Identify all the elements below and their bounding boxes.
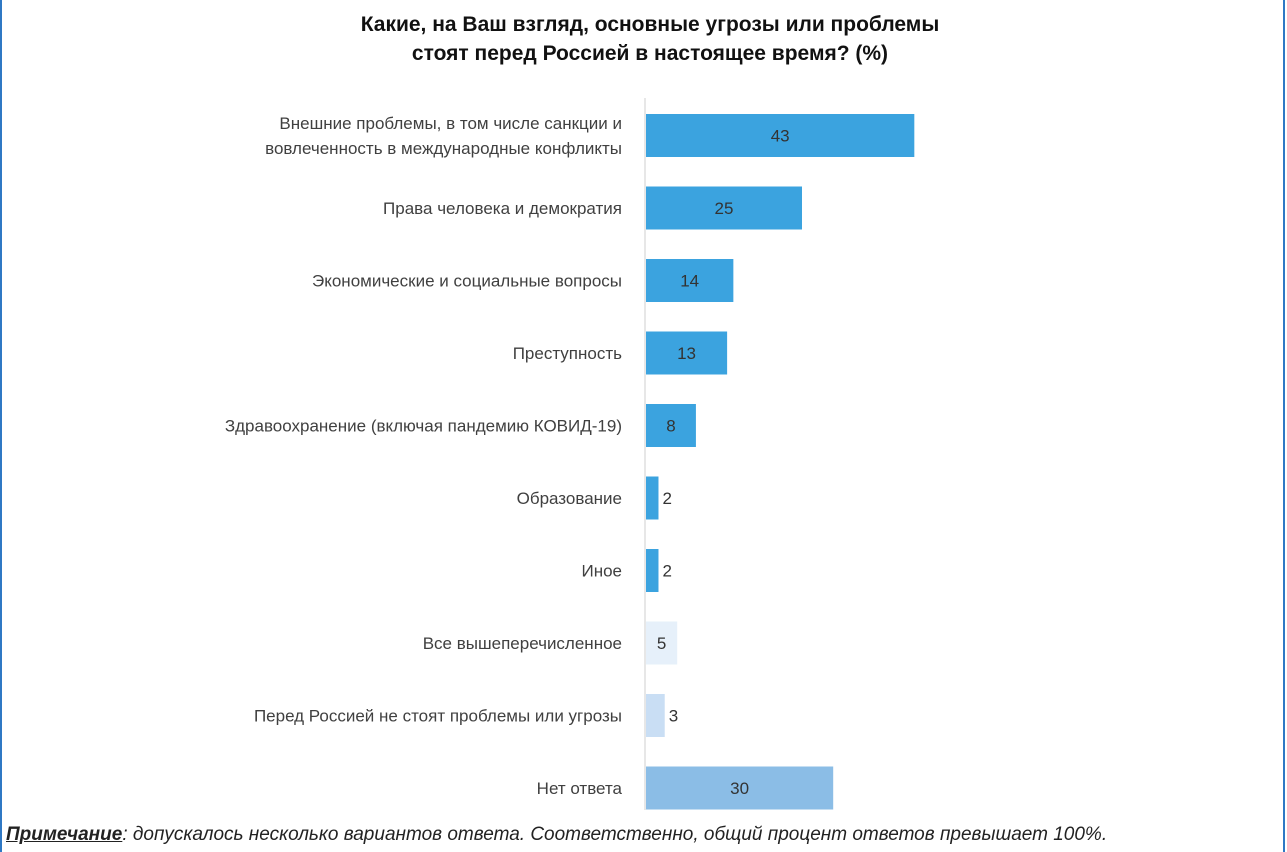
data-label-5: 8 [666,417,675,436]
bar-3 [646,259,734,302]
chart-title-line-1: Какие, на Ваш взгляд, основные угрозы ил… [360,13,940,36]
category-label-2: Права человека и демократия [383,199,622,218]
category-label-3: Экономические и социальные вопросы [312,272,622,291]
data-label-3: 14 [680,272,699,291]
bar-1 [646,114,915,157]
data-label-1: 43 [771,127,790,146]
data-label-7: 2 [662,562,671,581]
category-label-4: Преступность [513,344,622,363]
bar-10 [646,766,834,810]
data-label-4: 13 [677,344,696,363]
data-label-6: 2 [662,489,671,508]
bar-8 [646,621,678,665]
category-label-10: Нет ответа [537,779,623,798]
chart-title: Какие, на Ваш взгляд, основные угрозы ил… [200,10,1100,68]
category-label-1-line-2: вовлеченность в международные конфликты [265,139,622,158]
bar-9 [646,694,665,737]
frame-right-border [1283,0,1285,852]
category-label-6: Образование [517,489,622,508]
category-label-9: Перед Россией не стоят проблемы или угро… [254,707,622,726]
footnote-text: : допускалось несколько вариантов ответа… [122,824,1108,845]
bar-chart: 43 Внешние проблемы, в том числе санкции … [225,98,915,810]
chart-title-line-2: стоят перед Россией в настоящее время? (… [411,42,889,65]
footnote-label: Примечание [6,824,123,845]
data-label-2: 25 [715,199,734,218]
data-label-10: 30 [730,779,749,798]
category-label-1-line-1: Внешние проблемы, в том числе санкции и [279,114,622,133]
bar-7 [646,549,659,592]
footnote: Примечание: допускалось несколько вариан… [6,824,1107,846]
category-label-7: Иное [581,562,622,581]
category-label-5: Здравоохранение (включая пандемию КОВИД-… [225,417,622,436]
frame-left-border [0,0,2,852]
data-label-8: 5 [657,634,666,653]
bar-6 [646,476,659,520]
bar-4 [646,331,728,375]
bar-2 [646,186,802,230]
bar-5 [646,404,696,447]
category-label-8: Все вышеперечисленное [423,634,622,653]
data-label-9: 3 [669,707,678,726]
